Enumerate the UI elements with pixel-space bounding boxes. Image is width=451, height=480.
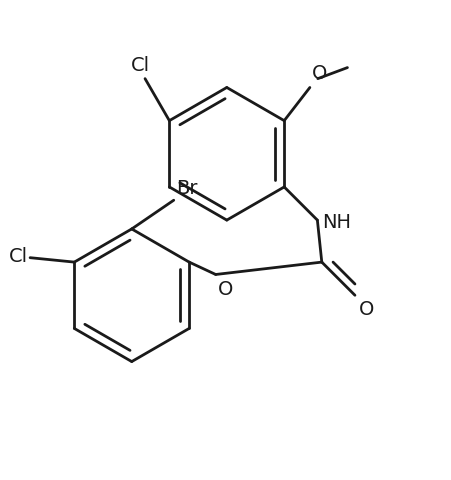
Text: Cl: Cl (131, 56, 150, 75)
Text: O: O (358, 300, 373, 319)
Text: Cl: Cl (9, 247, 28, 266)
Text: Br: Br (175, 179, 197, 198)
Text: O: O (311, 64, 327, 83)
Text: NH: NH (321, 213, 350, 232)
Text: O: O (217, 280, 233, 299)
